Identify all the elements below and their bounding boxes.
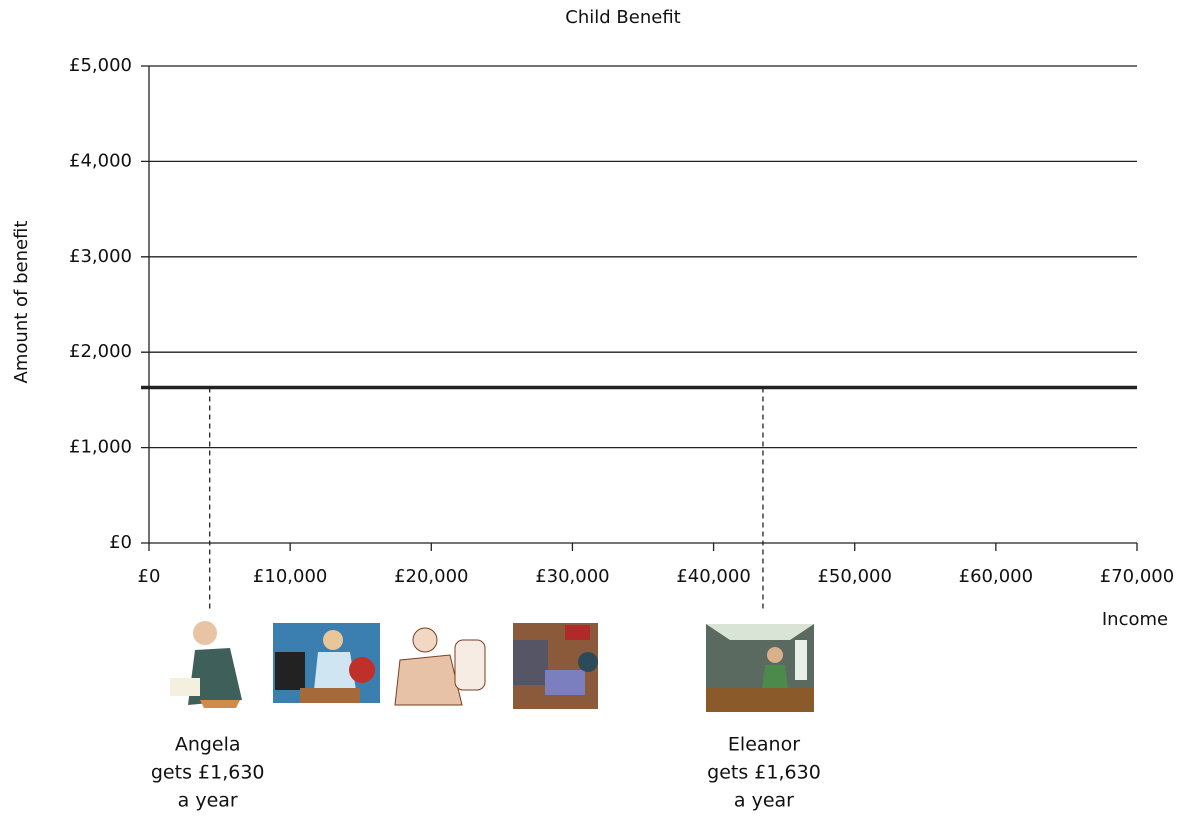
y-tick-label: £0	[109, 532, 132, 553]
y-tick-label: £4,000	[69, 150, 132, 171]
x-tick-label: £70,000	[1100, 566, 1174, 587]
annotation-text: gets £1,630	[707, 762, 821, 784]
annotation-text: a year	[734, 790, 794, 812]
y-tick-label: £3,000	[69, 246, 132, 267]
x-tick-label: £50,000	[817, 566, 891, 587]
y-tick-label: £2,000	[69, 341, 132, 362]
desk-image	[513, 623, 598, 709]
y-axis-label: Amount of benefit	[11, 221, 32, 384]
chart-title: Child Benefit	[565, 7, 680, 28]
annotation-text: a year	[178, 790, 238, 812]
annotation-text: gets £1,630	[151, 762, 265, 784]
worker-image	[394, 627, 486, 706]
x-tick-label: £0	[138, 566, 161, 587]
x-axis-label: Income	[1102, 609, 1168, 630]
office-scene-image	[706, 624, 814, 712]
person-image	[170, 621, 242, 708]
x-tick-label: £60,000	[959, 566, 1033, 587]
x-tick-label: £30,000	[535, 566, 609, 587]
annotation-text: Eleanor	[728, 734, 800, 756]
annotation-text: Angela	[175, 734, 241, 756]
y-tick-label: £1,000	[69, 437, 132, 458]
illustrations	[170, 621, 814, 712]
x-tick-label: £40,000	[676, 566, 750, 587]
x-tick-label: £10,000	[253, 566, 327, 587]
y-tick-label: £5,000	[69, 55, 132, 76]
office-image	[273, 623, 380, 703]
x-tick-label: £20,000	[394, 566, 468, 587]
